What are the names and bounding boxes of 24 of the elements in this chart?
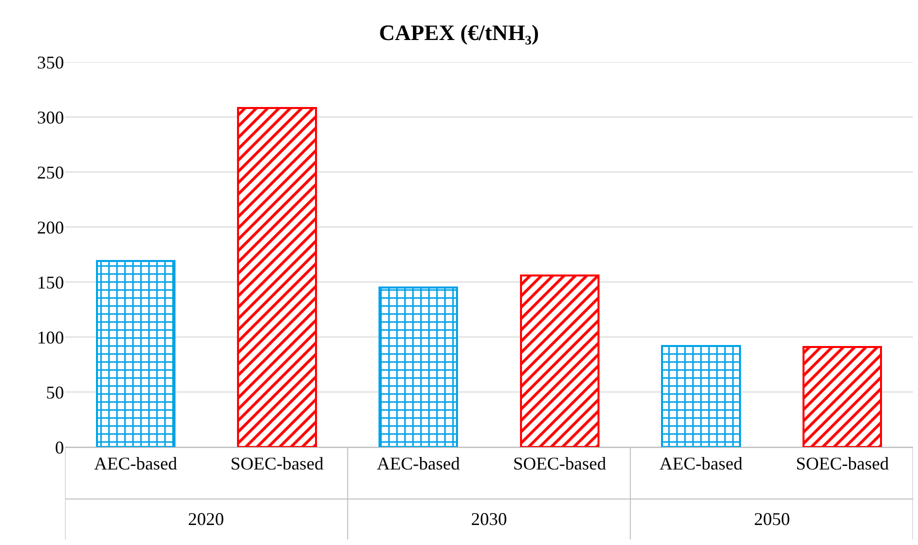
bar: [96, 260, 176, 447]
y-tick-label: 0: [55, 437, 64, 458]
y-tick-label: 300: [37, 107, 64, 128]
y-tick-label: 100: [37, 327, 64, 348]
text: 2050: [754, 509, 790, 529]
x-tick-label: SOEC-based: [513, 454, 606, 474]
text: 2020: [188, 509, 224, 529]
x-tick-label: AEC-based: [376, 454, 460, 474]
x-tick-label: SOEC-based: [796, 454, 889, 474]
x-tick-label: SOEC-based: [230, 454, 324, 474]
bar: [237, 107, 317, 447]
bar: [661, 344, 741, 447]
x-tick-label: AEC-based: [660, 454, 742, 474]
bar: [520, 274, 600, 447]
x-tick-label: AEC-based: [94, 454, 178, 474]
text: 2030: [471, 509, 507, 529]
bar: [802, 346, 882, 447]
y-tick-label: 250: [37, 162, 64, 182]
y-tick-label: 150: [37, 272, 64, 292]
y-tick-label: 350: [37, 52, 64, 72]
bar: [378, 286, 458, 447]
y-tick-label: 200: [37, 217, 64, 238]
y-tick-label: 50: [46, 382, 64, 402]
chart-title: CAPEX (€/tNH₃): [379, 20, 539, 45]
